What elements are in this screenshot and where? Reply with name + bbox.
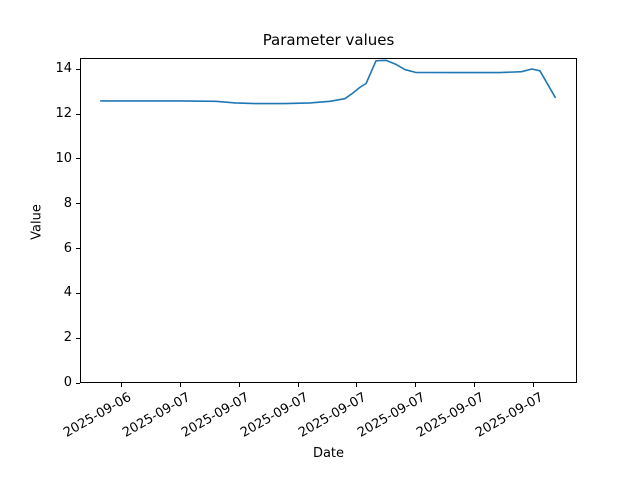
y-tick-label: 10 (55, 150, 72, 166)
y-tick-mark (76, 292, 80, 294)
y-tick-mark (76, 113, 80, 115)
y-tick-label: 14 (55, 61, 72, 77)
plot-area (80, 58, 577, 383)
y-tick-mark (76, 248, 80, 249)
x-tick-mark (239, 383, 240, 387)
y-tick-label: 4 (63, 285, 72, 301)
x-tick-mark (297, 383, 299, 387)
y-tick-mark (76, 158, 80, 160)
y-tick-label: 6 (63, 240, 72, 256)
line-series-canvas (99, 59, 557, 105)
x-tick-mark (474, 383, 476, 387)
chart-title: Parameter values (262, 31, 395, 49)
x-tick-mark (121, 383, 123, 387)
y-tick-mark (76, 382, 80, 384)
x-tick-mark (179, 383, 181, 387)
x-tick-mark (415, 383, 416, 387)
x-tick-mark (356, 383, 358, 387)
y-tick-mark (76, 203, 80, 205)
y-tick-mark (76, 68, 80, 70)
y-tick-mark (76, 337, 80, 339)
y-tick-label: 2 (63, 330, 72, 346)
y-tick-label: 0 (63, 375, 72, 390)
x-tick-mark (532, 383, 534, 387)
x-axis-label: Date (312, 446, 345, 461)
y-axis-label: Value (29, 204, 45, 240)
y-tick-label: 8 (63, 195, 72, 211)
data-line (99, 59, 557, 105)
y-tick-label: 12 (55, 106, 72, 121)
